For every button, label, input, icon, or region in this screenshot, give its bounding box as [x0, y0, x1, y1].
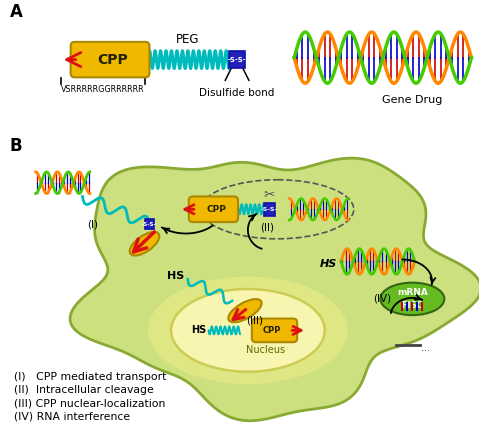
FancyBboxPatch shape [71, 42, 149, 77]
Text: (II): (II) [261, 222, 275, 232]
Ellipse shape [171, 289, 325, 372]
Text: (I)   CPP mediated transport: (I) CPP mediated transport [14, 372, 166, 382]
Text: (I): (I) [87, 219, 98, 229]
Text: A: A [10, 3, 23, 21]
Text: ...: ... [421, 343, 430, 353]
Text: VSRRRRRGGRRRRRR: VSRRRRRGGRRRRRR [61, 85, 145, 94]
Text: (III) CPP nuclear-localization: (III) CPP nuclear-localization [14, 398, 165, 408]
Text: HS: HS [168, 271, 185, 281]
FancyBboxPatch shape [229, 51, 245, 68]
FancyBboxPatch shape [264, 203, 275, 215]
Text: -S-S-: -S-S- [142, 221, 157, 227]
FancyBboxPatch shape [144, 218, 155, 230]
Text: Disulfide bond: Disulfide bond [199, 88, 275, 98]
Text: ✂: ✂ [264, 189, 275, 202]
Ellipse shape [228, 299, 262, 322]
Text: (IV): (IV) [373, 294, 391, 304]
Text: (IV) RNA interference: (IV) RNA interference [14, 412, 129, 422]
Text: RISC: RISC [401, 301, 423, 310]
Text: (III): (III) [246, 315, 263, 326]
Text: B: B [10, 137, 22, 155]
Ellipse shape [380, 283, 444, 315]
Text: Nucleus: Nucleus [246, 345, 285, 355]
Polygon shape [70, 158, 481, 421]
Text: HS: HS [191, 326, 206, 335]
Text: HS: HS [320, 259, 337, 269]
Text: PEG: PEG [176, 34, 199, 46]
FancyBboxPatch shape [189, 196, 238, 222]
Text: -S-S-: -S-S- [228, 57, 246, 62]
Text: mRNA: mRNA [397, 289, 428, 298]
Text: Gene Drug: Gene Drug [382, 95, 442, 105]
Text: (II)  Intracellular cleavage: (II) Intracellular cleavage [14, 385, 153, 395]
Text: -S-S-: -S-S- [261, 207, 278, 212]
Text: CPP: CPP [262, 326, 281, 335]
Text: CPP: CPP [98, 53, 128, 67]
Ellipse shape [148, 277, 348, 384]
Text: CPP: CPP [206, 205, 227, 214]
Ellipse shape [130, 232, 159, 255]
FancyBboxPatch shape [252, 319, 297, 342]
